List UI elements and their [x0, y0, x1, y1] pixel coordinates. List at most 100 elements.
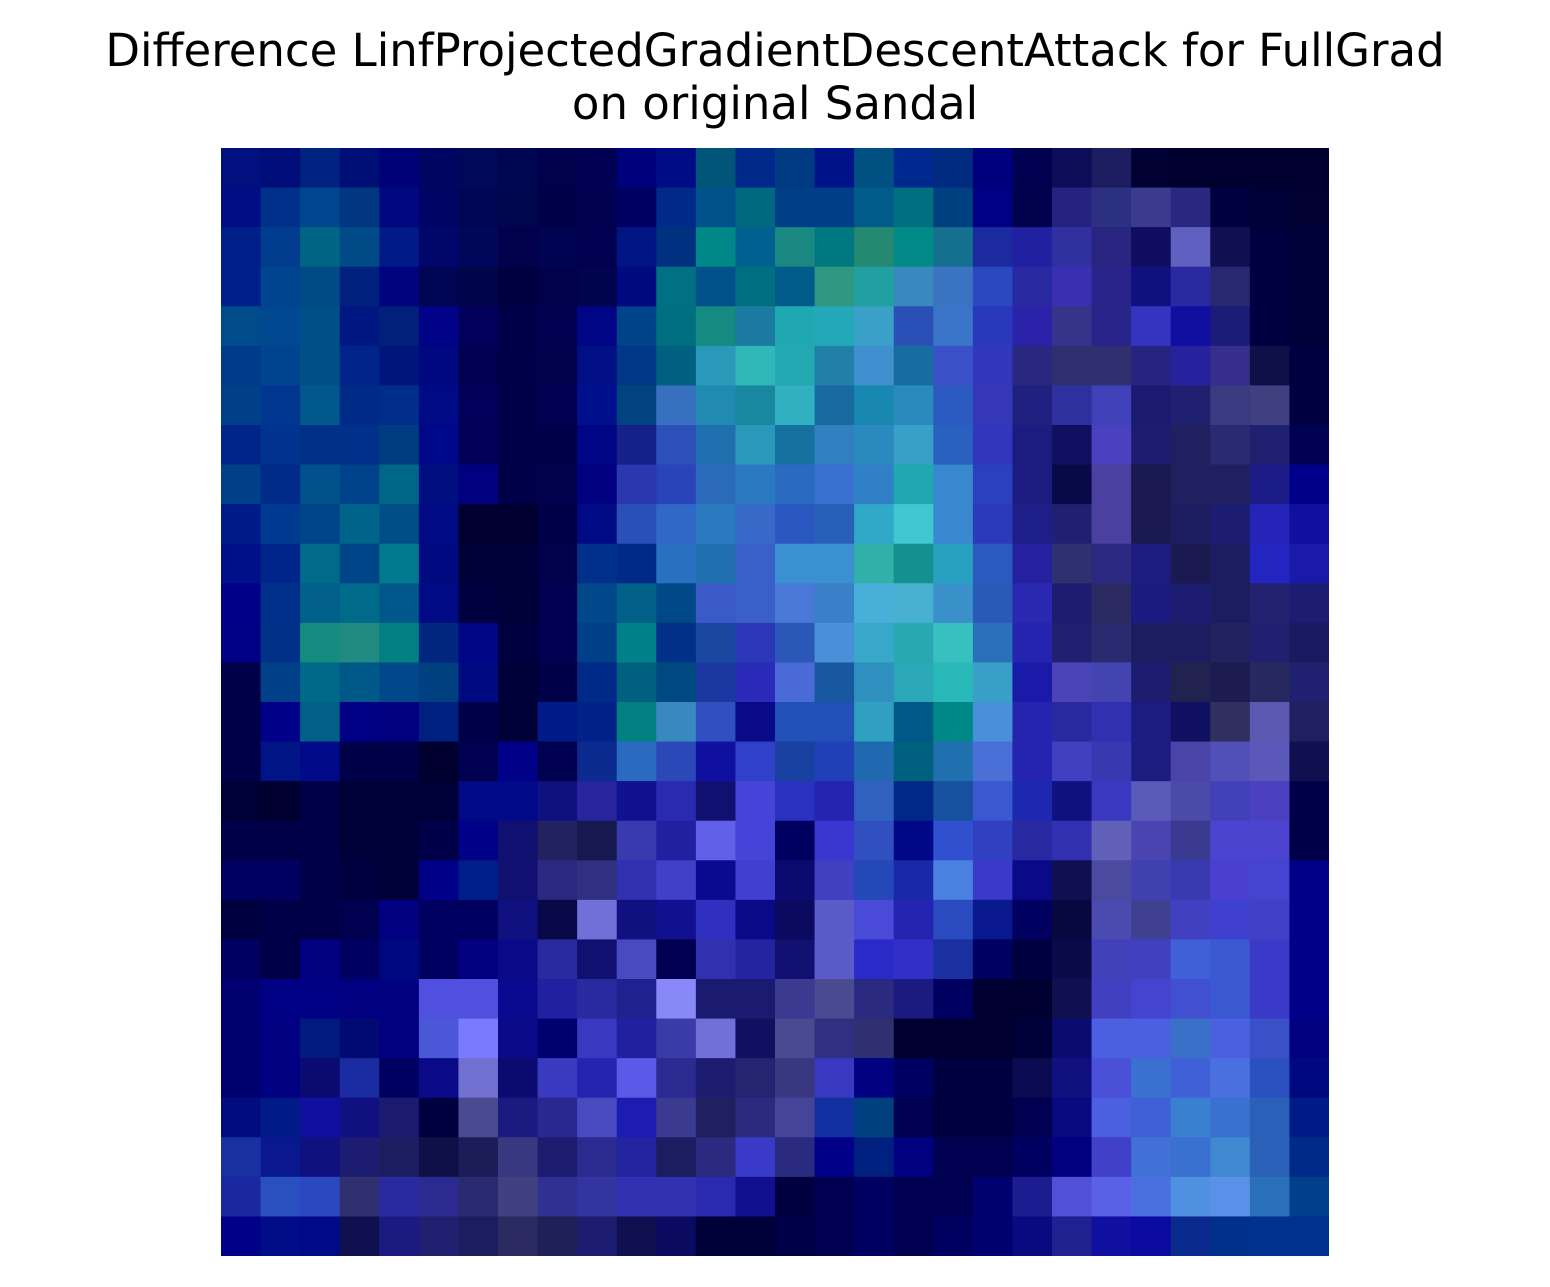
heatmap-cell-r7-c19: [972, 425, 1014, 466]
heatmap-cell-r18-c3: [339, 860, 380, 901]
heatmap-cell-r1-c18: [933, 187, 974, 228]
heatmap-cell-r2-c21: [1052, 227, 1093, 268]
heatmap-cell-r4-c19: [972, 306, 1014, 347]
heatmap-cell-r27-c23: [1131, 1216, 1172, 1256]
heatmap-cell-r14-c4: [379, 702, 420, 743]
heatmap-cell-r21-c7: [498, 979, 539, 1020]
heatmap-cell-r13-c10: [616, 662, 657, 703]
heatmap-cell-r8-c8: [537, 464, 578, 505]
heatmap-cell-r5-c0: [221, 345, 262, 387]
heatmap-cell-r21-c26: [1249, 979, 1291, 1020]
heatmap-cell-r14-c26: [1249, 702, 1291, 743]
heatmap-cell-r21-c5: [418, 979, 460, 1020]
heatmap-cell-r16-c6: [458, 781, 499, 822]
heatmap-cell-r2-c20: [1012, 227, 1053, 268]
heatmap-cell-r10-c9: [577, 543, 618, 584]
heatmap-cell-r6-c14: [775, 385, 816, 426]
heatmap-cell-r26-c1: [260, 1176, 301, 1218]
heatmap-cell-r0-c24: [1170, 148, 1211, 189]
heatmap-cell-r19-c21: [1052, 899, 1093, 941]
heatmap-cell-r16-c13: [735, 781, 776, 822]
heatmap-cell-r1-c21: [1052, 187, 1093, 228]
heatmap-cell-r12-c15: [814, 622, 855, 664]
heatmap-cell-r22-c25: [1210, 1018, 1251, 1059]
heatmap-cell-r10-c14: [775, 543, 816, 584]
heatmap-cell-r16-c19: [972, 781, 1014, 822]
heatmap-cell-r25-c2: [300, 1137, 341, 1178]
heatmap-cell-r20-c23: [1131, 939, 1172, 980]
heatmap-cell-r24-c2: [300, 1097, 341, 1138]
heatmap-cell-r8-c16: [854, 464, 895, 505]
heatmap-cell-r8-c14: [775, 464, 816, 505]
heatmap-cell-r14-c23: [1131, 702, 1172, 743]
heatmap-cell-r20-c9: [577, 939, 618, 980]
heatmap-cell-r15-c5: [418, 741, 460, 782]
heatmap-cell-r14-c18: [933, 702, 974, 743]
heatmap-cell-r15-c23: [1131, 741, 1172, 782]
heatmap-cell-r25-c7: [498, 1137, 539, 1178]
heatmap-cell-r25-c25: [1210, 1137, 1251, 1178]
heatmap-cell-r5-c21: [1052, 345, 1093, 387]
heatmap-cell-r13-c26: [1249, 662, 1291, 703]
heatmap-cell-r9-c26: [1249, 504, 1291, 545]
heatmap-cell-r6-c17: [893, 385, 934, 426]
heatmap-cell-r7-c16: [854, 425, 895, 466]
heatmap-cell-r7-c12: [695, 425, 737, 466]
heatmap-cell-r16-c24: [1170, 781, 1211, 822]
heatmap-cell-r1-c10: [616, 187, 657, 228]
heatmap-cell-r6-c21: [1052, 385, 1093, 426]
heatmap-cell-r9-c8: [537, 504, 578, 545]
heatmap-cell-r7-c15: [814, 425, 855, 466]
heatmap-cell-r24-c17: [893, 1097, 934, 1138]
heatmap-cell-r23-c20: [1012, 1058, 1053, 1099]
heatmap-cell-r24-c7: [498, 1097, 539, 1138]
heatmap-cell-r23-c21: [1052, 1058, 1093, 1099]
heatmap-cell-r15-c18: [933, 741, 974, 782]
heatmap-cell-r6-c20: [1012, 385, 1053, 426]
heatmap-cell-r26-c11: [656, 1176, 697, 1218]
heatmap-cell-r1-c17: [893, 187, 934, 228]
heatmap: [221, 148, 1329, 1256]
heatmap-cell-r21-c4: [379, 979, 420, 1020]
heatmap-cell-r23-c12: [695, 1058, 737, 1099]
heatmap-cell-r7-c17: [893, 425, 934, 466]
heatmap-cell-r18-c22: [1091, 860, 1132, 901]
heatmap-cell-r17-c3: [339, 820, 380, 861]
heatmap-cell-r10-c3: [339, 543, 380, 584]
heatmap-cell-r18-c2: [300, 860, 341, 901]
heatmap-cell-r22-c21: [1052, 1018, 1093, 1059]
heatmap-cell-r15-c25: [1210, 741, 1251, 782]
heatmap-cell-r2-c14: [775, 227, 816, 268]
heatmap-cell-r27-c18: [933, 1216, 974, 1256]
heatmap-cell-r0-c20: [1012, 148, 1053, 189]
heatmap-cell-r6-c12: [695, 385, 737, 426]
heatmap-cell-r27-c4: [379, 1216, 420, 1256]
heatmap-cell-r16-c3: [339, 781, 380, 822]
heatmap-cell-r15-c16: [854, 741, 895, 782]
heatmap-cell-r5-c1: [260, 345, 301, 387]
heatmap-cell-r1-c27: [1289, 187, 1329, 228]
heatmap-cell-r22-c8: [537, 1018, 578, 1059]
heatmap-cell-r21-c13: [735, 979, 776, 1020]
heatmap-cell-r23-c4: [379, 1058, 420, 1099]
heatmap-cell-r14-c24: [1170, 702, 1211, 743]
heatmap-cell-r17-c23: [1131, 820, 1172, 861]
heatmap-cell-r19-c0: [221, 899, 262, 941]
heatmap-cell-r20-c21: [1052, 939, 1093, 980]
heatmap-cell-r9-c13: [735, 504, 776, 545]
heatmap-cell-r21-c6: [458, 979, 499, 1020]
heatmap-cell-r20-c7: [498, 939, 539, 980]
heatmap-cell-r18-c11: [656, 860, 697, 901]
heatmap-cell-r11-c12: [695, 583, 737, 624]
heatmap-cell-r17-c26: [1249, 820, 1291, 861]
heatmap-cell-r7-c2: [300, 425, 341, 466]
heatmap-cell-r6-c8: [537, 385, 578, 426]
heatmap-cell-r12-c3: [339, 622, 380, 664]
heatmap-cell-r0-c25: [1210, 148, 1251, 189]
heatmap-cell-r11-c7: [498, 583, 539, 624]
heatmap-cell-r23-c24: [1170, 1058, 1211, 1099]
heatmap-cell-r14-c7: [498, 702, 539, 743]
heatmap-cell-r19-c13: [735, 899, 776, 941]
heatmap-cell-r18-c27: [1289, 860, 1329, 901]
heatmap-cell-r19-c22: [1091, 899, 1132, 941]
